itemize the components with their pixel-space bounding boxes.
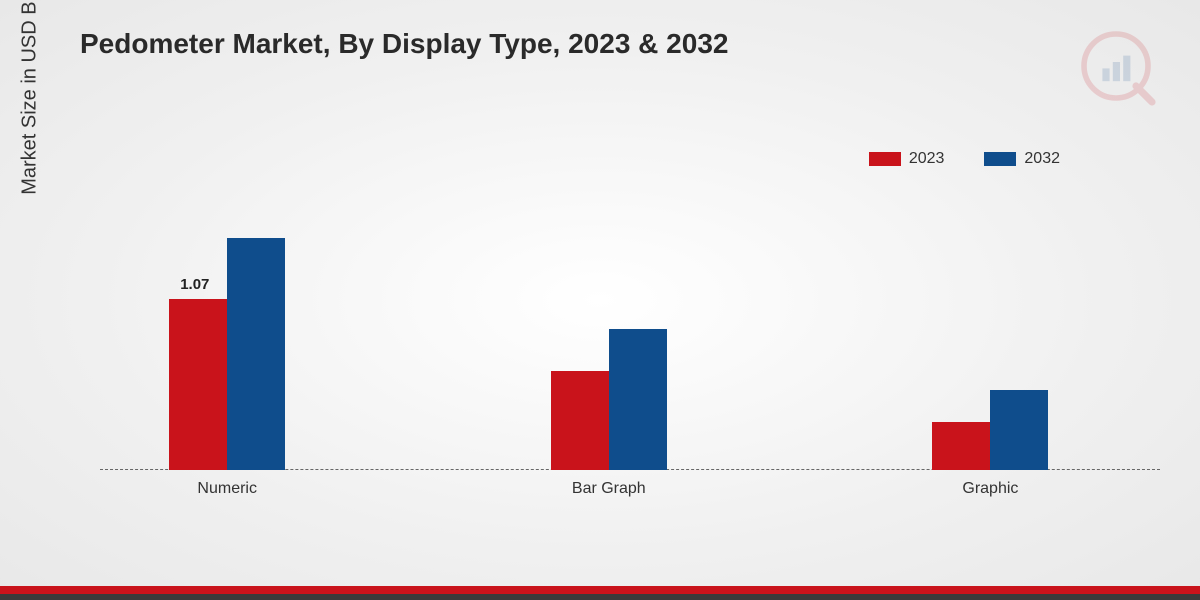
- footer-red-stripe: [0, 586, 1200, 594]
- bar: [932, 422, 990, 470]
- bar: [227, 238, 285, 470]
- chart-title: Pedometer Market, By Display Type, 2023 …: [80, 28, 728, 60]
- bar-group: 1.07: [127, 238, 327, 470]
- bar: [990, 390, 1048, 470]
- chart-area: 2023 2032 1.07 NumericBar GraphGraphic: [100, 130, 1160, 510]
- brand-logo-watermark: [1080, 30, 1160, 110]
- y-axis-label: Market Size in USD Billion: [19, 0, 42, 195]
- bar-group: [890, 390, 1090, 470]
- x-axis-category-label: Graphic: [962, 480, 1018, 498]
- footer-dark-stripe: [0, 594, 1200, 600]
- bar: [169, 299, 227, 470]
- x-axis-category-label: Bar Graph: [572, 480, 646, 498]
- bar-group: [509, 329, 709, 470]
- bar: [551, 371, 609, 470]
- bar-value-label: 1.07: [180, 276, 209, 293]
- footer-accent: [0, 586, 1200, 600]
- bar: [609, 329, 667, 470]
- x-axis-category-label: Numeric: [197, 480, 257, 498]
- plot-area: 1.07: [100, 150, 1160, 470]
